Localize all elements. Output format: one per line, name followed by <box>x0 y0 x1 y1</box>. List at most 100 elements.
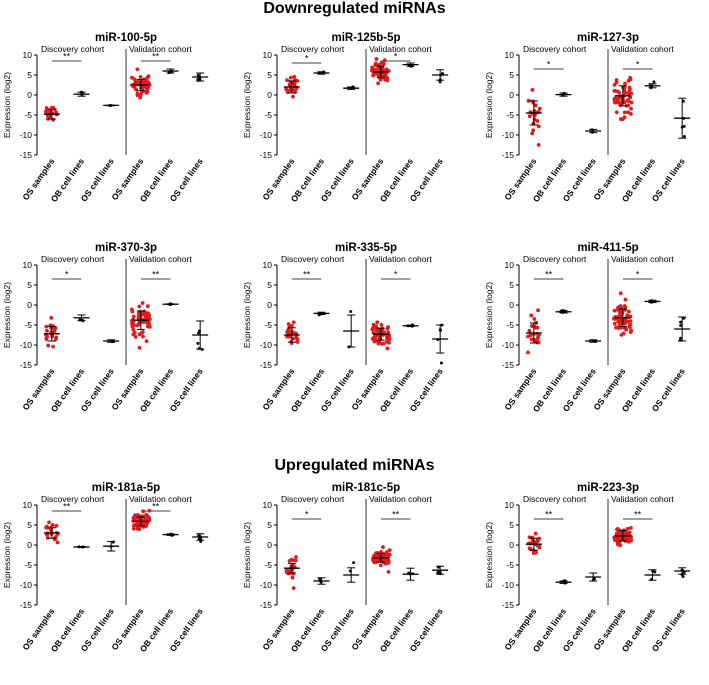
data-point <box>289 324 294 328</box>
data-point <box>375 320 380 325</box>
data-point <box>131 332 136 337</box>
data-point <box>199 540 203 544</box>
y-tick-label: 5 <box>267 280 272 290</box>
data-point <box>625 319 630 324</box>
data-point <box>370 336 375 341</box>
data-point <box>370 327 375 332</box>
cohort-label-discovery: Discovery cohort <box>281 494 345 504</box>
y-tick-label: -5 <box>506 320 514 330</box>
data-point <box>379 323 384 327</box>
data-point <box>376 81 381 86</box>
y-tick-label: -5 <box>24 320 32 330</box>
data-point <box>284 87 289 92</box>
data-point <box>387 552 392 557</box>
significance-label: ** <box>63 502 71 512</box>
data-point <box>131 327 136 332</box>
y-tick-label: 10 <box>263 500 273 510</box>
y-axis-label: Expression (log2) <box>2 522 12 588</box>
y-tick-label: 0 <box>509 90 514 100</box>
y-tick-label: -10 <box>260 340 273 350</box>
data-point <box>385 335 390 339</box>
data-point <box>55 540 60 545</box>
data-point <box>135 513 140 517</box>
data-point <box>144 311 149 316</box>
data-point <box>137 304 142 309</box>
chart-title: miR-127-3p <box>577 32 639 44</box>
data-point <box>387 548 392 552</box>
y-tick-label: -15 <box>502 150 515 160</box>
data-point <box>352 561 356 565</box>
data-point <box>533 103 538 108</box>
y-axis-label: Expression (log2) <box>2 282 12 348</box>
data-point <box>614 78 619 82</box>
data-point <box>295 338 300 343</box>
data-point <box>294 555 298 559</box>
data-point <box>349 310 353 314</box>
data-point <box>526 334 530 339</box>
chart-panel: miR-223-3p 10 5 0 -5 -10 -15 Expression (log2) D… <box>484 482 691 654</box>
data-point <box>379 341 384 346</box>
data-point <box>288 75 293 80</box>
data-point <box>376 341 381 346</box>
data-point <box>625 531 630 536</box>
y-tick-label: -10 <box>502 340 515 350</box>
significance-label: ** <box>303 270 311 280</box>
data-point <box>284 568 289 573</box>
data-point <box>379 550 383 554</box>
data-point <box>139 331 144 335</box>
data-point <box>618 291 623 296</box>
y-tick-label: -10 <box>260 130 273 140</box>
data-point <box>628 77 633 82</box>
data-point <box>682 135 686 139</box>
data-point <box>614 537 619 542</box>
cohort-label-validation: Validation cohort <box>129 494 192 504</box>
y-tick-label: -15 <box>20 360 33 370</box>
data-point <box>536 308 540 313</box>
data-point <box>615 89 620 94</box>
chart-title: miR-125b-5p <box>331 32 400 44</box>
data-point <box>45 525 50 530</box>
data-point <box>535 325 540 330</box>
y-tick-label: 5 <box>27 520 32 530</box>
data-point <box>612 89 617 93</box>
data-point <box>287 559 292 563</box>
cohort-label-validation: Validation cohort <box>369 44 432 54</box>
y-tick-label: -15 <box>502 600 515 610</box>
data-point <box>629 525 633 530</box>
y-tick-label: -5 <box>264 320 272 330</box>
data-point <box>141 334 145 339</box>
data-point <box>378 563 383 568</box>
data-point <box>52 326 57 331</box>
significance-label: ** <box>152 270 160 280</box>
data-point <box>141 509 146 514</box>
data-point <box>49 105 54 110</box>
data-point <box>291 94 295 99</box>
data-point <box>44 336 49 341</box>
data-point <box>286 330 291 335</box>
chart-title: miR-223-3p <box>577 482 639 494</box>
data-point <box>381 545 385 550</box>
data-point <box>54 523 59 528</box>
data-point <box>614 110 619 115</box>
y-tick-label: 0 <box>509 300 514 310</box>
y-tick-label: -15 <box>20 150 33 160</box>
cohort-label-validation: Validation cohort <box>369 494 432 504</box>
y-axis-label: Expression (log2) <box>484 72 494 138</box>
significance-label: * <box>394 270 398 280</box>
cohort-label-validation: Validation cohort <box>611 44 674 54</box>
y-tick-label: -10 <box>20 340 33 350</box>
y-tick-label: -10 <box>20 580 33 590</box>
data-point <box>527 328 532 333</box>
data-point <box>527 114 532 119</box>
significance-label: ** <box>545 510 553 520</box>
chart-title: miR-411-5p <box>577 242 638 254</box>
y-tick-label: -15 <box>20 600 33 610</box>
data-point <box>627 324 632 328</box>
data-point <box>383 560 388 565</box>
y-tick-label: 0 <box>267 90 272 100</box>
y-tick-label: 0 <box>267 300 272 310</box>
significance-label: ** <box>634 510 642 520</box>
data-point <box>529 313 534 318</box>
data-point <box>374 57 379 61</box>
